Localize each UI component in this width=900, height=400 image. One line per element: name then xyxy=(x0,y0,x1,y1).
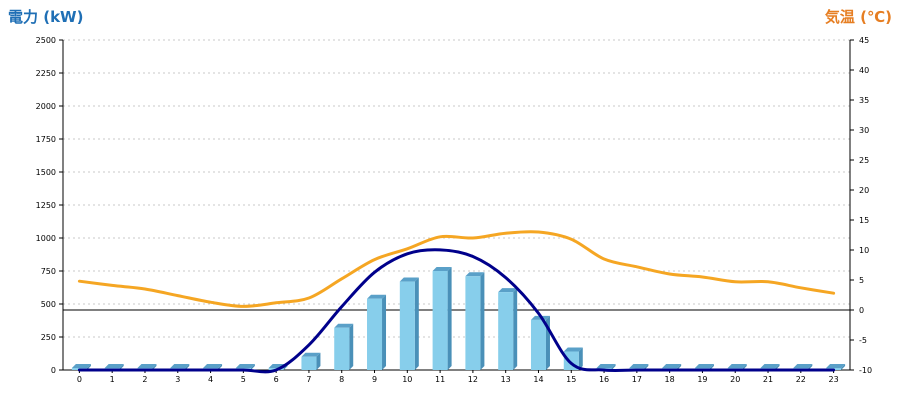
x-axis-tick-label: 2 xyxy=(142,375,147,384)
power-bar xyxy=(530,319,546,370)
power-bar-top xyxy=(170,364,190,368)
x-axis-tick-label: 16 xyxy=(599,375,609,384)
power-bar-top xyxy=(694,364,714,368)
power-bar-top xyxy=(727,364,747,368)
left-axis-title: 電力 (kW) xyxy=(8,8,84,26)
right-axis-tick-label: 15 xyxy=(859,216,869,225)
power-bar xyxy=(498,292,514,370)
left-axis-tick-label: 1750 xyxy=(36,135,56,144)
power-bar-top xyxy=(662,364,682,368)
x-axis-tick-label: 20 xyxy=(730,375,740,384)
x-axis-tick-label: 5 xyxy=(241,375,246,384)
x-axis-tick-label: 9 xyxy=(372,375,377,384)
power-bar-top xyxy=(203,364,223,368)
power-bar-top xyxy=(104,364,124,368)
power-bar-top xyxy=(71,364,91,368)
right-axis-title: 気温 (℃) xyxy=(824,8,892,26)
x-axis-tick-label: 4 xyxy=(208,375,213,384)
power-bar-side xyxy=(480,272,485,370)
right-axis-tick-label: 20 xyxy=(859,186,869,195)
power-bar-side xyxy=(349,323,354,370)
left-axis-tick-label: 750 xyxy=(41,267,56,276)
x-axis-tick-label: 13 xyxy=(501,375,511,384)
x-axis-tick-label: 17 xyxy=(632,375,642,384)
x-axis-tick-label: 10 xyxy=(402,375,412,384)
x-axis-tick-label: 7 xyxy=(306,375,311,384)
power-bar xyxy=(465,276,481,370)
x-axis-tick-label: 0 xyxy=(77,375,82,384)
power-bar xyxy=(432,271,448,370)
right-axis-tick-label: -10 xyxy=(859,366,872,375)
power-bar xyxy=(367,298,383,370)
power-bar-top xyxy=(826,364,846,368)
power-bar-side xyxy=(513,288,518,370)
power-bar-side xyxy=(316,352,321,370)
power-bar xyxy=(399,281,415,370)
right-axis-tick-label: 45 xyxy=(859,36,869,45)
power-bar-top xyxy=(563,347,583,352)
x-axis-tick-label: 18 xyxy=(665,375,675,384)
right-axis-tick-label: -5 xyxy=(859,336,867,345)
right-axis-tick-label: 35 xyxy=(859,96,869,105)
power-bar-side xyxy=(578,347,583,370)
power-bar-top xyxy=(432,267,452,271)
x-axis-tick-label: 23 xyxy=(829,375,839,384)
power-bar-top xyxy=(465,272,485,277)
x-axis-tick-label: 8 xyxy=(339,375,344,384)
power-bar-top xyxy=(596,364,616,368)
power-bar-top xyxy=(399,277,419,282)
x-axis-tick-label: 21 xyxy=(763,375,773,384)
power-bar-top xyxy=(137,364,157,368)
left-axis-tick-label: 2000 xyxy=(36,102,56,111)
power-bar xyxy=(334,327,350,370)
x-axis-tick-label: 6 xyxy=(274,375,279,384)
x-axis-tick-label: 11 xyxy=(435,375,445,384)
power-line xyxy=(77,248,836,374)
power-bar-side xyxy=(611,364,616,370)
left-axis-tick-label: 2250 xyxy=(36,69,56,78)
power-bar-top xyxy=(367,294,387,299)
power-bar-side xyxy=(414,277,419,370)
x-axis-tick-label: 1 xyxy=(110,375,115,384)
power-bar-side xyxy=(382,294,387,370)
right-axis-tick-label: 0 xyxy=(859,306,864,315)
power-bar-side xyxy=(841,364,846,370)
left-axis-tick-label: 1000 xyxy=(36,234,56,243)
power-bar-top xyxy=(235,364,255,368)
power-bar-top xyxy=(629,364,649,368)
power-bar-side xyxy=(447,267,452,370)
x-axis-tick-label: 15 xyxy=(566,375,576,384)
x-axis-tick-label: 14 xyxy=(533,375,543,384)
right-axis-tick-label: 25 xyxy=(859,156,869,165)
left-axis-tick-label: 2500 xyxy=(36,36,56,45)
x-axis-tick-label: 19 xyxy=(697,375,707,384)
left-axis-tick-label: 500 xyxy=(41,300,56,309)
power-bar-top xyxy=(498,288,518,293)
power-bar-top xyxy=(334,323,354,328)
right-axis-tick-label: 30 xyxy=(859,126,869,135)
left-axis-tick-label: 1500 xyxy=(36,168,56,177)
temperature-line xyxy=(77,230,836,308)
right-axis-tick-label: 10 xyxy=(859,246,869,255)
x-axis-tick-label: 12 xyxy=(468,375,478,384)
right-axis-tick-label: 40 xyxy=(859,66,869,75)
power-bar-top xyxy=(793,364,813,368)
x-axis-tick-label: 22 xyxy=(796,375,806,384)
left-axis-tick-label: 1250 xyxy=(36,201,56,210)
left-axis-tick-label: 0 xyxy=(51,366,56,375)
x-axis-tick-label: 3 xyxy=(175,375,180,384)
power-bar xyxy=(301,356,317,370)
power-bar-top xyxy=(760,364,780,368)
power-bar-top xyxy=(301,352,321,357)
power-bar-side xyxy=(250,364,255,370)
right-axis-tick-label: 5 xyxy=(859,276,864,285)
left-axis-tick-label: 250 xyxy=(41,333,56,342)
